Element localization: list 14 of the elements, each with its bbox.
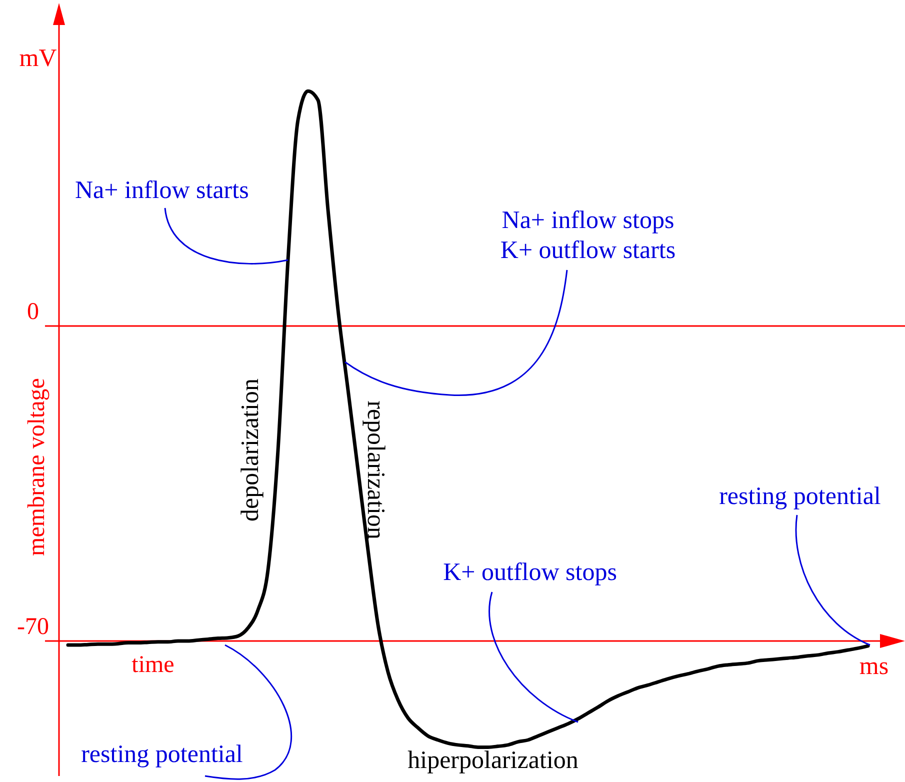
annotation: repolarization [362,400,389,540]
text: mV [19,45,57,72]
annotation: ms [859,653,889,680]
annotation: resting potential [81,741,243,768]
annotation: resting potential [719,483,881,510]
y-tick-label: -70 [17,614,49,640]
y-tick-label: 0 [27,299,39,325]
y-axis-title: membrane voltage [24,378,50,556]
annotation: K+ outflow stops [443,559,617,586]
annotation: hiperpolarization [408,747,579,774]
annotation: depolarization [237,378,264,522]
annotation: Na+ inflow starts [75,177,249,204]
x-axis-title: time [132,652,174,678]
annotation: Na+ inflow stops K+ outflow starts [500,207,676,264]
